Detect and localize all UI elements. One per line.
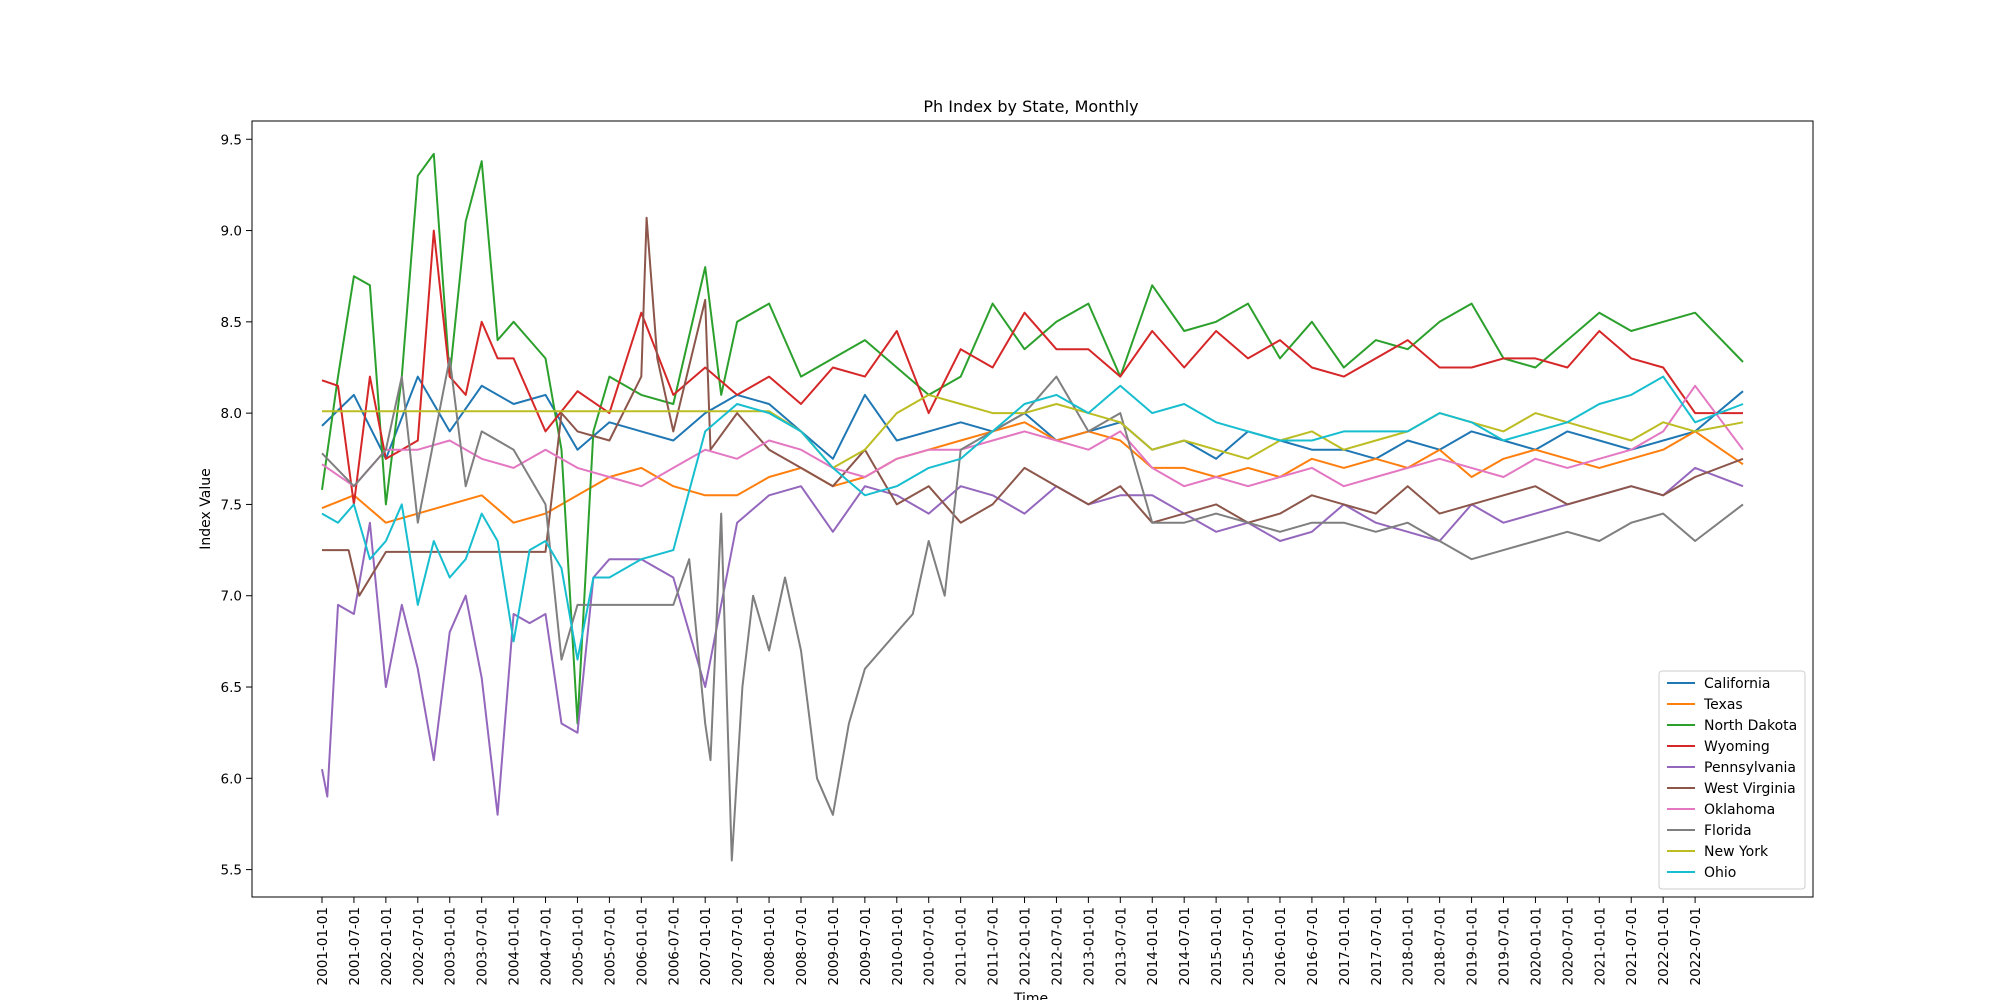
y-tick-label: 9.0 xyxy=(221,224,242,240)
legend-label: Texas xyxy=(1703,697,1743,713)
x-tick-label: 2008-07-01 xyxy=(794,907,810,985)
x-tick-label: 2003-07-01 xyxy=(475,907,491,985)
series-line-oklahoma xyxy=(321,384,1744,488)
x-tick-label: 2002-01-01 xyxy=(379,907,395,985)
series-line-ohio xyxy=(321,375,1744,661)
y-tick-label: 7.0 xyxy=(221,589,242,605)
x-tick-label: 2010-07-01 xyxy=(922,907,938,985)
x-tick-label: 2012-01-01 xyxy=(1018,907,1034,985)
x-tick-label: 2010-01-01 xyxy=(890,907,906,985)
x-axis-label: Time xyxy=(1013,991,1048,1000)
y-tick-label: 7.5 xyxy=(221,497,242,513)
y-axis: 5.5 6.0 6.5 7.0 7.5 8.0 8.5 9.0 9.5 xyxy=(221,132,252,879)
x-tick-label: 2001-07-01 xyxy=(347,907,363,985)
legend-label: Pennsylvania xyxy=(1704,760,1796,776)
x-tick-label: 2011-07-01 xyxy=(986,907,1002,985)
x-tick-label: 2014-01-01 xyxy=(1145,907,1161,985)
x-tick-label: 2004-01-01 xyxy=(507,907,523,985)
x-tick-label: 2001-01-01 xyxy=(315,907,331,985)
x-tick-label: 2020-01-01 xyxy=(1528,907,1544,985)
x-tick-label: 2019-01-01 xyxy=(1465,907,1481,985)
x-tick-label: 2003-01-01 xyxy=(443,907,459,985)
series-line-texas xyxy=(321,421,1744,524)
series-line-wyoming xyxy=(321,229,1743,506)
series-line-florida xyxy=(321,357,1744,862)
x-tick-label: 2007-07-01 xyxy=(730,907,746,985)
y-tick-label: 8.0 xyxy=(221,406,242,422)
x-tick-label: 2009-07-01 xyxy=(858,907,874,985)
x-tick-label: 2015-07-01 xyxy=(1241,907,1257,985)
x-tick-label: 2002-07-01 xyxy=(411,907,427,985)
y-tick-label: 6.0 xyxy=(221,771,242,787)
legend-label: Wyoming xyxy=(1704,739,1770,755)
x-tick-label: 2004-07-01 xyxy=(539,907,555,985)
x-tick-label: 2012-07-01 xyxy=(1049,907,1065,985)
x-tick-label: 2022-07-01 xyxy=(1688,907,1704,985)
x-tick-label: 2021-07-01 xyxy=(1624,907,1640,985)
x-tick-label: 2017-07-01 xyxy=(1369,907,1385,985)
x-tick-label: 2018-07-01 xyxy=(1433,907,1449,985)
legend-label: West Virginia xyxy=(1704,781,1796,797)
x-tick-label: 2005-01-01 xyxy=(570,907,586,985)
series-line-north-dakota xyxy=(321,152,1744,725)
x-tick-label: 2017-01-01 xyxy=(1337,907,1353,985)
legend: California Texas North Dakota Wyoming Pennsy… xyxy=(1658,670,1806,890)
x-tick-label: 2018-01-01 xyxy=(1401,907,1417,985)
x-tick-label: 2013-01-01 xyxy=(1081,907,1097,985)
y-tick-label: 6.5 xyxy=(221,680,242,696)
series-line-new-york xyxy=(322,393,1744,469)
x-tick-label: 2019-07-01 xyxy=(1497,907,1513,985)
x-tick-label: 2009-01-01 xyxy=(826,907,842,985)
x-tick-label: 2021-01-01 xyxy=(1592,907,1608,985)
y-tick-label: 8.5 xyxy=(221,315,242,331)
x-tick-label: 2006-07-01 xyxy=(666,907,682,985)
legend-label: North Dakota xyxy=(1704,718,1797,734)
y-tick-label: 9.5 xyxy=(221,132,242,148)
plot-frame xyxy=(251,120,1814,898)
x-tick-label: 2005-07-01 xyxy=(602,907,618,985)
x-axis: 2001-01-01 2001-07-01 2002-01-01 2002-07-01… xyxy=(315,897,1704,985)
x-tick-label: 2013-07-01 xyxy=(1113,907,1129,985)
legend-label: Ohio xyxy=(1704,865,1736,881)
chart-title: Ph Index by State, Monthly xyxy=(923,97,1138,116)
y-axis-label: Index Value xyxy=(198,468,214,549)
x-tick-label: 2014-07-01 xyxy=(1177,907,1193,985)
legend-label: California xyxy=(1704,676,1770,692)
x-tick-label: 2015-01-01 xyxy=(1209,907,1225,985)
x-tick-label: 2011-01-01 xyxy=(954,907,970,985)
x-tick-label: 2007-01-01 xyxy=(698,907,714,985)
x-tick-label: 2008-01-01 xyxy=(762,907,778,985)
x-tick-label: 2022-01-01 xyxy=(1656,907,1672,985)
x-tick-label: 2020-07-01 xyxy=(1560,907,1576,985)
legend-box xyxy=(1658,670,1806,890)
y-tick-label: 5.5 xyxy=(221,863,242,879)
x-tick-label: 2016-01-01 xyxy=(1273,907,1289,985)
legend-label: Florida xyxy=(1704,823,1752,839)
legend-label: New York xyxy=(1704,844,1769,860)
legend-label: Oklahoma xyxy=(1704,802,1775,818)
plot-lines xyxy=(321,152,1744,862)
x-tick-label: 2006-01-01 xyxy=(634,907,650,985)
x-tick-label: 2016-07-01 xyxy=(1305,907,1321,985)
